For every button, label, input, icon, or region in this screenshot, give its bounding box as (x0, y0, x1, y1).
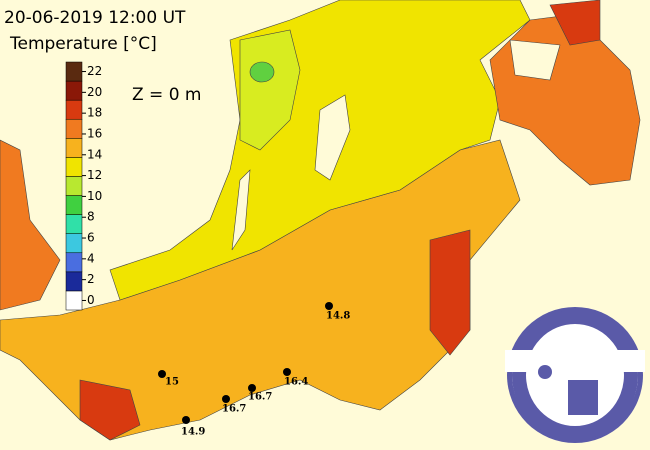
station-label: 16.7 (248, 392, 272, 403)
sea (0, 0, 641, 441)
colorbar-tick-label: 0 (87, 293, 95, 307)
colorbar-tick-label: 22 (87, 64, 102, 78)
station-marker (325, 302, 333, 310)
institute-logo (505, 307, 645, 443)
colorbar-tick-label: 10 (87, 189, 102, 203)
colorbar-swatch (65, 138, 83, 158)
colorbar-tick-label: 2 (87, 272, 95, 286)
stations: 14.8 15 16.716.7 16.4 14.9 (158, 302, 350, 438)
station-label: 15 (165, 377, 179, 388)
colorbar-swatch (65, 157, 83, 177)
colorbar-tick-label: 14 (87, 147, 102, 161)
colorbar-swatch (65, 195, 83, 215)
colorbar-swatch (65, 214, 83, 234)
station-marker (158, 370, 166, 378)
colorbar: 0 2 4 6 8 10 12 14 16 18 20 22 (65, 61, 102, 311)
colorbar-swatch (65, 176, 83, 196)
colorbar-tick-label: 20 (87, 85, 102, 99)
depth-label: Z = 0 m (132, 85, 201, 105)
colorbar-swatch (65, 99, 83, 120)
quantity: Temperature [°C] (9, 34, 157, 54)
colorbar-swatch (65, 271, 83, 292)
colorbar-swatch (65, 290, 83, 311)
colorbar-swatch (65, 252, 83, 273)
colorbar-tick-label: 8 (87, 210, 95, 224)
station-label: 16.4 (284, 377, 308, 388)
colorbar-tick-label: 4 (87, 251, 95, 265)
colorbar-swatch (65, 61, 83, 82)
colorbar-swatch (65, 118, 83, 139)
station-label: 14.8 (326, 311, 350, 322)
station-label: 16.7 (222, 404, 246, 415)
station-marker (248, 384, 256, 392)
station-marker (283, 368, 291, 376)
colorbar-tick-label: 16 (87, 126, 102, 140)
colorbar-swatch (65, 80, 83, 101)
colorbar-tick-label: 12 (87, 168, 102, 182)
colorbar-tick-label: 18 (87, 106, 102, 120)
station-marker (222, 395, 230, 403)
colorbar-tick-label: 6 (87, 231, 95, 245)
datetime: 20-06-2019 12:00 UT (4, 8, 186, 28)
station-marker (182, 416, 190, 424)
colorbar-swatch (65, 233, 83, 254)
station-label: 14.9 (181, 427, 205, 438)
